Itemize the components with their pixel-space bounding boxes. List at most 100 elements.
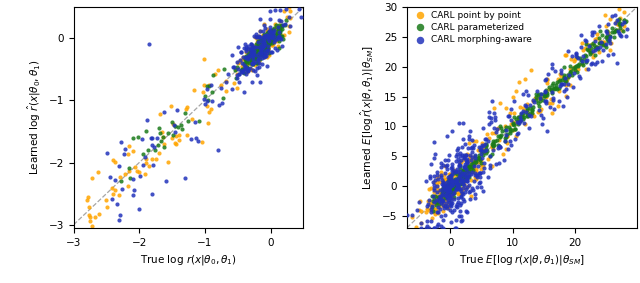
Point xyxy=(258,35,268,40)
Point xyxy=(268,40,278,45)
CARL point by point xyxy=(407,215,417,219)
CARL morphing-aware xyxy=(435,193,445,198)
CARL parameterized xyxy=(495,133,506,138)
CARL morphing-aware xyxy=(485,163,495,168)
CARL parameterized xyxy=(604,38,614,42)
CARL parameterized xyxy=(467,165,477,169)
Point xyxy=(280,22,290,27)
Point xyxy=(171,142,181,147)
CARL parameterized xyxy=(513,115,523,119)
CARL point by point xyxy=(426,186,436,191)
CARL morphing-aware xyxy=(437,192,447,196)
CARL morphing-aware xyxy=(590,61,600,66)
Point xyxy=(259,35,269,39)
CARL morphing-aware xyxy=(458,137,468,142)
CARL morphing-aware xyxy=(438,162,448,167)
CARL morphing-aware xyxy=(441,200,451,205)
CARL morphing-aware xyxy=(454,164,464,168)
CARL morphing-aware xyxy=(442,163,452,168)
Point xyxy=(264,29,275,34)
CARL morphing-aware xyxy=(444,189,454,193)
Point xyxy=(257,48,267,53)
CARL point by point xyxy=(442,195,452,199)
CARL parameterized xyxy=(443,189,453,193)
CARL morphing-aware xyxy=(452,166,462,171)
CARL point by point xyxy=(436,200,447,205)
CARL morphing-aware xyxy=(581,39,591,43)
CARL morphing-aware xyxy=(431,190,442,194)
CARL parameterized xyxy=(468,161,479,165)
CARL morphing-aware xyxy=(456,194,467,198)
Point xyxy=(262,48,272,52)
CARL parameterized xyxy=(488,144,498,148)
CARL parameterized xyxy=(438,185,448,190)
CARL parameterized xyxy=(588,40,598,45)
Point xyxy=(247,58,257,62)
Point xyxy=(261,38,271,43)
CARL morphing-aware xyxy=(447,168,458,172)
CARL morphing-aware xyxy=(540,78,550,82)
CARL parameterized xyxy=(462,170,472,175)
Point xyxy=(252,61,262,65)
CARL morphing-aware xyxy=(440,158,451,162)
CARL morphing-aware xyxy=(595,24,605,28)
CARL morphing-aware xyxy=(509,98,519,103)
Point xyxy=(158,134,168,139)
CARL parameterized xyxy=(572,69,582,74)
Point xyxy=(255,16,265,21)
CARL point by point xyxy=(493,138,504,143)
Point xyxy=(244,52,254,57)
Point xyxy=(241,72,252,76)
Point xyxy=(234,72,244,76)
Point xyxy=(237,67,248,72)
CARL morphing-aware xyxy=(444,186,454,190)
Point xyxy=(241,67,252,72)
CARL morphing-aware xyxy=(532,89,542,94)
CARL point by point xyxy=(444,179,454,183)
CARL point by point xyxy=(581,67,591,71)
CARL morphing-aware xyxy=(488,147,499,152)
Point xyxy=(227,87,237,91)
CARL morphing-aware xyxy=(442,186,452,190)
CARL point by point xyxy=(433,195,443,200)
CARL point by point xyxy=(598,40,608,44)
CARL parameterized xyxy=(528,105,538,109)
Point xyxy=(93,170,104,175)
CARL parameterized xyxy=(452,178,463,183)
CARL point by point xyxy=(465,170,476,174)
Point xyxy=(127,135,138,140)
Point xyxy=(240,57,250,62)
Point xyxy=(276,23,287,28)
CARL parameterized xyxy=(449,190,459,195)
CARL point by point xyxy=(619,9,629,14)
CARL morphing-aware xyxy=(459,165,469,170)
Point xyxy=(269,26,280,31)
Point xyxy=(140,155,150,159)
CARL parameterized xyxy=(518,111,528,115)
Point xyxy=(275,37,285,41)
CARL point by point xyxy=(435,198,445,203)
CARL parameterized xyxy=(551,83,561,88)
Point xyxy=(248,49,259,54)
Point xyxy=(296,14,306,19)
Point xyxy=(174,138,184,143)
Point xyxy=(257,42,268,46)
CARL morphing-aware xyxy=(578,54,588,59)
Point xyxy=(246,55,257,60)
Point xyxy=(254,44,264,49)
CARL parameterized xyxy=(474,156,484,160)
Point xyxy=(246,47,257,52)
CARL morphing-aware xyxy=(447,162,457,166)
Point xyxy=(259,48,269,52)
Point xyxy=(240,55,250,59)
Point xyxy=(263,49,273,53)
Point xyxy=(271,25,281,30)
Point xyxy=(268,38,278,42)
Point xyxy=(250,50,260,55)
CARL morphing-aware xyxy=(456,158,467,162)
CARL morphing-aware xyxy=(443,183,453,187)
CARL parameterized xyxy=(596,41,606,45)
Point xyxy=(253,59,264,64)
CARL morphing-aware xyxy=(583,67,593,72)
CARL morphing-aware xyxy=(454,160,464,164)
